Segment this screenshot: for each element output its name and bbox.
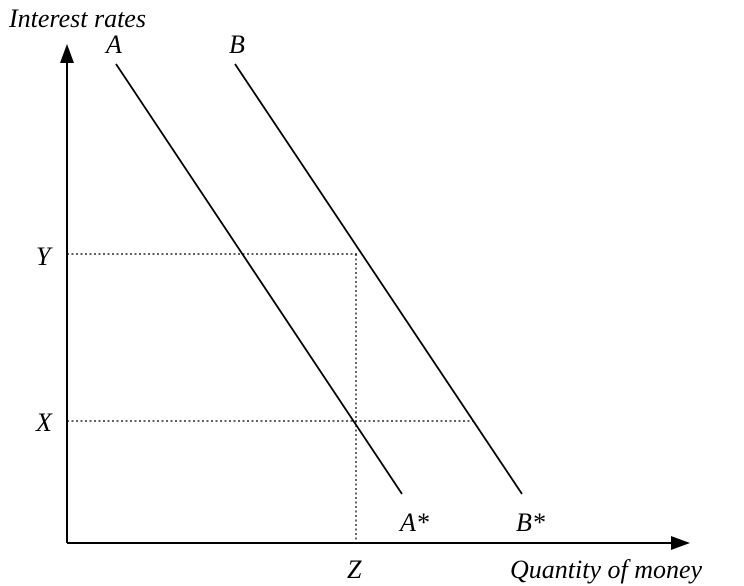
level-y-label: Y	[36, 242, 53, 271]
level-x-label: X	[35, 408, 53, 437]
level-z-label: Z	[347, 555, 362, 584]
curve-a-start-label: A	[104, 30, 122, 59]
x-axis-label: Quantity of money	[510, 555, 703, 584]
x-axis-arrowhead	[671, 536, 690, 550]
curve-a-end-label: A*	[398, 508, 429, 537]
curve-b-end-label: B*	[516, 508, 545, 537]
curve-b	[234, 63, 523, 495]
y-axis-arrowhead	[60, 44, 74, 63]
curve-a	[115, 63, 403, 495]
curve-b-start-label: B	[229, 30, 245, 59]
y-axis-label: Interest rates	[8, 4, 146, 33]
